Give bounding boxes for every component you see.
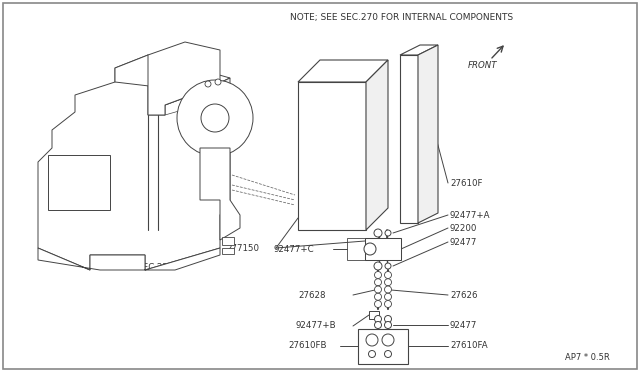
Polygon shape xyxy=(115,55,230,92)
Text: 27628: 27628 xyxy=(298,291,326,299)
Bar xyxy=(365,238,401,260)
Circle shape xyxy=(374,286,381,293)
Bar xyxy=(222,248,234,254)
Polygon shape xyxy=(400,45,438,55)
Circle shape xyxy=(215,79,221,85)
Polygon shape xyxy=(298,60,388,82)
Text: 27626: 27626 xyxy=(450,291,477,299)
Circle shape xyxy=(369,350,376,357)
Polygon shape xyxy=(38,55,230,270)
Circle shape xyxy=(366,334,378,346)
Polygon shape xyxy=(148,42,220,115)
Circle shape xyxy=(374,315,381,323)
Text: 277150: 277150 xyxy=(226,244,259,253)
Circle shape xyxy=(385,286,392,293)
Polygon shape xyxy=(418,45,438,223)
Circle shape xyxy=(385,321,392,328)
Text: 27610FB: 27610FB xyxy=(288,341,326,350)
Bar xyxy=(298,82,366,230)
Circle shape xyxy=(374,272,381,279)
Text: FRONT: FRONT xyxy=(468,61,497,70)
Circle shape xyxy=(374,321,381,328)
Polygon shape xyxy=(38,248,220,270)
Polygon shape xyxy=(366,60,388,230)
Circle shape xyxy=(385,279,392,286)
Circle shape xyxy=(385,293,392,300)
Bar xyxy=(222,237,234,245)
Circle shape xyxy=(364,243,376,255)
Bar xyxy=(369,311,379,319)
Bar xyxy=(347,238,365,260)
Polygon shape xyxy=(200,78,230,148)
Bar xyxy=(48,155,110,210)
Text: 92477+A: 92477+A xyxy=(450,211,490,219)
Text: 92477: 92477 xyxy=(450,321,477,330)
Circle shape xyxy=(201,104,229,132)
Circle shape xyxy=(385,315,392,323)
Circle shape xyxy=(374,293,381,300)
Text: 92477: 92477 xyxy=(450,237,477,247)
Bar xyxy=(358,329,408,364)
Bar xyxy=(400,55,418,223)
Text: 27610F: 27610F xyxy=(450,179,483,187)
Text: 92200: 92200 xyxy=(450,224,477,232)
Text: NOTE; SEE SEC.270 FOR INTERNAL COMPONENTS: NOTE; SEE SEC.270 FOR INTERNAL COMPONENT… xyxy=(290,13,513,22)
Circle shape xyxy=(374,301,381,308)
Text: 27610FA: 27610FA xyxy=(450,341,488,350)
Circle shape xyxy=(205,81,211,87)
Circle shape xyxy=(385,230,391,236)
Circle shape xyxy=(385,350,392,357)
Circle shape xyxy=(374,262,382,270)
Circle shape xyxy=(385,301,392,308)
Circle shape xyxy=(374,279,381,286)
Circle shape xyxy=(177,80,253,156)
Text: AP7 * 0.5R: AP7 * 0.5R xyxy=(565,353,610,362)
Circle shape xyxy=(382,334,394,346)
Text: SEE SEC.270: SEE SEC.270 xyxy=(118,263,173,273)
Circle shape xyxy=(385,272,392,279)
Circle shape xyxy=(374,229,382,237)
Polygon shape xyxy=(200,148,240,240)
Circle shape xyxy=(385,263,391,269)
Text: 92477+B: 92477+B xyxy=(295,321,335,330)
Text: 92477+C: 92477+C xyxy=(273,244,314,253)
